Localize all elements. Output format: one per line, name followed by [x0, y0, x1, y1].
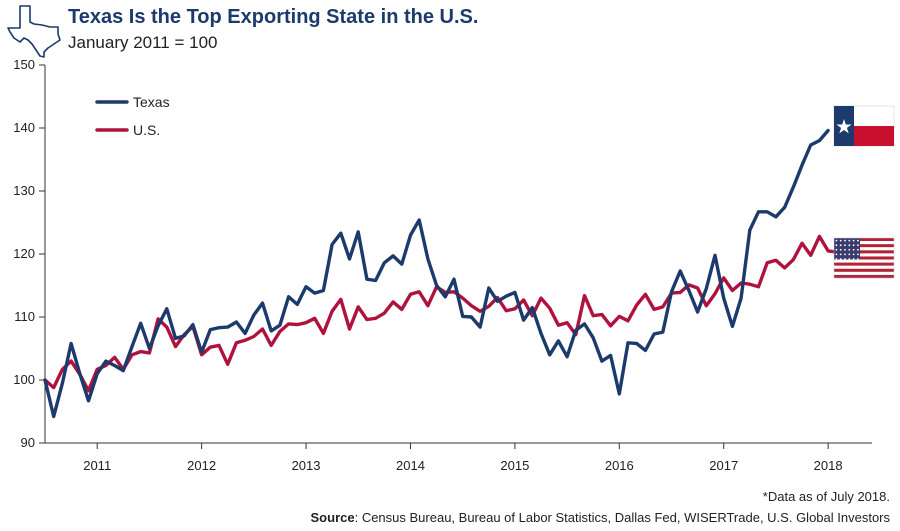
- y-tick-label: 130: [13, 183, 35, 198]
- us-flag-icon: [833, 237, 895, 279]
- data-note: *Data as of July 2018.: [762, 489, 890, 504]
- chart-flags: [833, 105, 895, 279]
- texas-flag-icon: [833, 105, 895, 147]
- source-label: Source: [310, 510, 355, 525]
- texas-map-icon: [7, 5, 61, 58]
- legend-label: U.S.: [133, 122, 160, 138]
- chart-legend: Texas U.S.: [95, 94, 170, 138]
- x-tick-label: 2012: [187, 458, 216, 473]
- x-tick-label: 2017: [709, 458, 738, 473]
- series-line-texas: [43, 128, 830, 419]
- x-tick-label: 2016: [605, 458, 634, 473]
- x-tick-label: 2015: [500, 458, 529, 473]
- y-tick-label: 150: [13, 57, 35, 72]
- y-tick-label: 100: [13, 372, 35, 387]
- y-tick-label: 140: [13, 120, 35, 135]
- chart-marks: [43, 128, 839, 419]
- y-tick-label: 110: [14, 309, 35, 324]
- legend-label: Texas: [133, 94, 170, 110]
- source-text: Source: Census Bureau, Bureau of Labor S…: [311, 510, 890, 525]
- x-tick-label: 2018: [814, 458, 843, 473]
- chart: 90 100 110 120 130 140 150 2011 2012 2013 2014 2015…: [13, 57, 895, 473]
- chart-title: Texas Is the Top Exporting State in the …: [68, 6, 479, 28]
- source-body: : Census Bureau, Bureau of Labor Statist…: [354, 510, 890, 525]
- y-tick-label: 120: [13, 246, 35, 261]
- chart-axes: 90 100 110 120 130 140 150 2011 2012 2013 2014 2015…: [13, 57, 872, 473]
- x-tick-label: 2014: [396, 458, 425, 473]
- chart-subtitle: January 2011 = 100: [68, 33, 218, 52]
- x-tick-label: 2011: [83, 458, 111, 473]
- y-tick-label: 90: [21, 435, 35, 450]
- x-tick-label: 2013: [292, 458, 321, 473]
